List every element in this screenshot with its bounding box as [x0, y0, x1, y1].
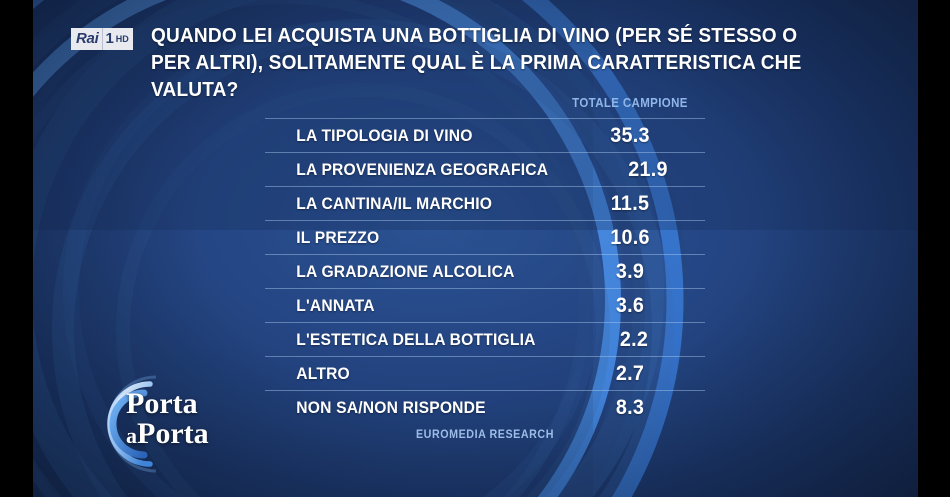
table-row: LA CANTINA/IL MARCHIO 11.5: [265, 186, 705, 220]
row-label: LA TIPOLOGIA DI VINO: [296, 125, 473, 145]
logo-line-2-word: Porta: [137, 416, 209, 450]
row-label: NON SA/NON RISPONDE: [296, 397, 486, 417]
rai-wordmark: Rai: [71, 28, 103, 50]
table-row: IL PREZZO 10.6: [265, 220, 705, 254]
table-row: LA GRADAZIONE ALCOLICA 3.9: [265, 254, 705, 288]
row-label: LA CANTINA/IL MARCHIO: [296, 193, 493, 213]
row-value: 3.6: [615, 293, 645, 317]
row-value: 3.9: [615, 259, 645, 283]
table-column-header-row: TOTALE CAMPIONE: [265, 96, 705, 118]
column-header-totale-campione: TOTALE CAMPIONE: [572, 96, 688, 110]
row-value: 35.3: [610, 123, 650, 147]
rai-channel-number: 1: [102, 28, 116, 50]
row-label: ALTRO: [296, 363, 350, 383]
row-label: IL PREZZO: [296, 227, 380, 247]
row-value: 8.3: [615, 395, 645, 419]
table-row: L'ANNATA 3.6: [265, 288, 705, 322]
table-row: LA PROVENIENZA GEOGRAFICA 21.9: [265, 152, 705, 186]
rai-channel-logo: Rai 1 HD: [71, 28, 133, 50]
logo-wordmark: Porta aPorta: [126, 387, 209, 450]
row-value: 2.2: [619, 327, 649, 351]
logo-line-2-article: a: [126, 422, 137, 448]
row-label: L'ESTETICA DELLA BOTTIGLIA: [296, 329, 536, 349]
table-row: LA TIPOLOGIA DI VINO 35.3: [265, 118, 705, 152]
left-black-bar: [0, 0, 33, 497]
row-label: L'ANNATA: [296, 295, 375, 315]
question-title: QUANDO LEI ACQUISTA UNA BOTTIGLIA DI VIN…: [151, 24, 802, 101]
row-value: 21.9: [628, 157, 668, 181]
logo-line-1: Porta: [126, 387, 198, 420]
right-black-bar: [918, 0, 950, 497]
row-value: 10.6: [610, 225, 650, 249]
logo-line-2: aPorta: [126, 416, 209, 450]
header: Rai 1 HD QUANDO LEI ACQUISTA UNA BOTTIGLIA…: [33, 0, 918, 101]
results-table: TOTALE CAMPIONE LA TIPOLOGIA DI VINO 35.…: [265, 96, 705, 424]
table-row: NON SA/NON RISPONDE 8.3: [265, 390, 705, 424]
source-credit: EUROMEDIA RESEARCH: [415, 429, 554, 441]
row-label: LA GRADAZIONE ALCOLICA: [296, 261, 515, 281]
logo-arc-icon: [107, 375, 157, 473]
row-value: 2.7: [615, 361, 645, 385]
table-row: L'ESTETICA DELLA BOTTIGLIA 2.2: [265, 322, 705, 356]
row-value: 11.5: [610, 191, 650, 215]
porta-a-porta-logo: Porta aPorta: [78, 372, 228, 477]
table-row: ALTRO 2.7: [265, 356, 705, 390]
row-label: LA PROVENIENZA GEOGRAFICA: [296, 159, 549, 179]
rai-hd-label: HD: [115, 28, 133, 50]
main-panel: Rai 1 HD QUANDO LEI ACQUISTA UNA BOTTIGLIA…: [33, 0, 918, 497]
